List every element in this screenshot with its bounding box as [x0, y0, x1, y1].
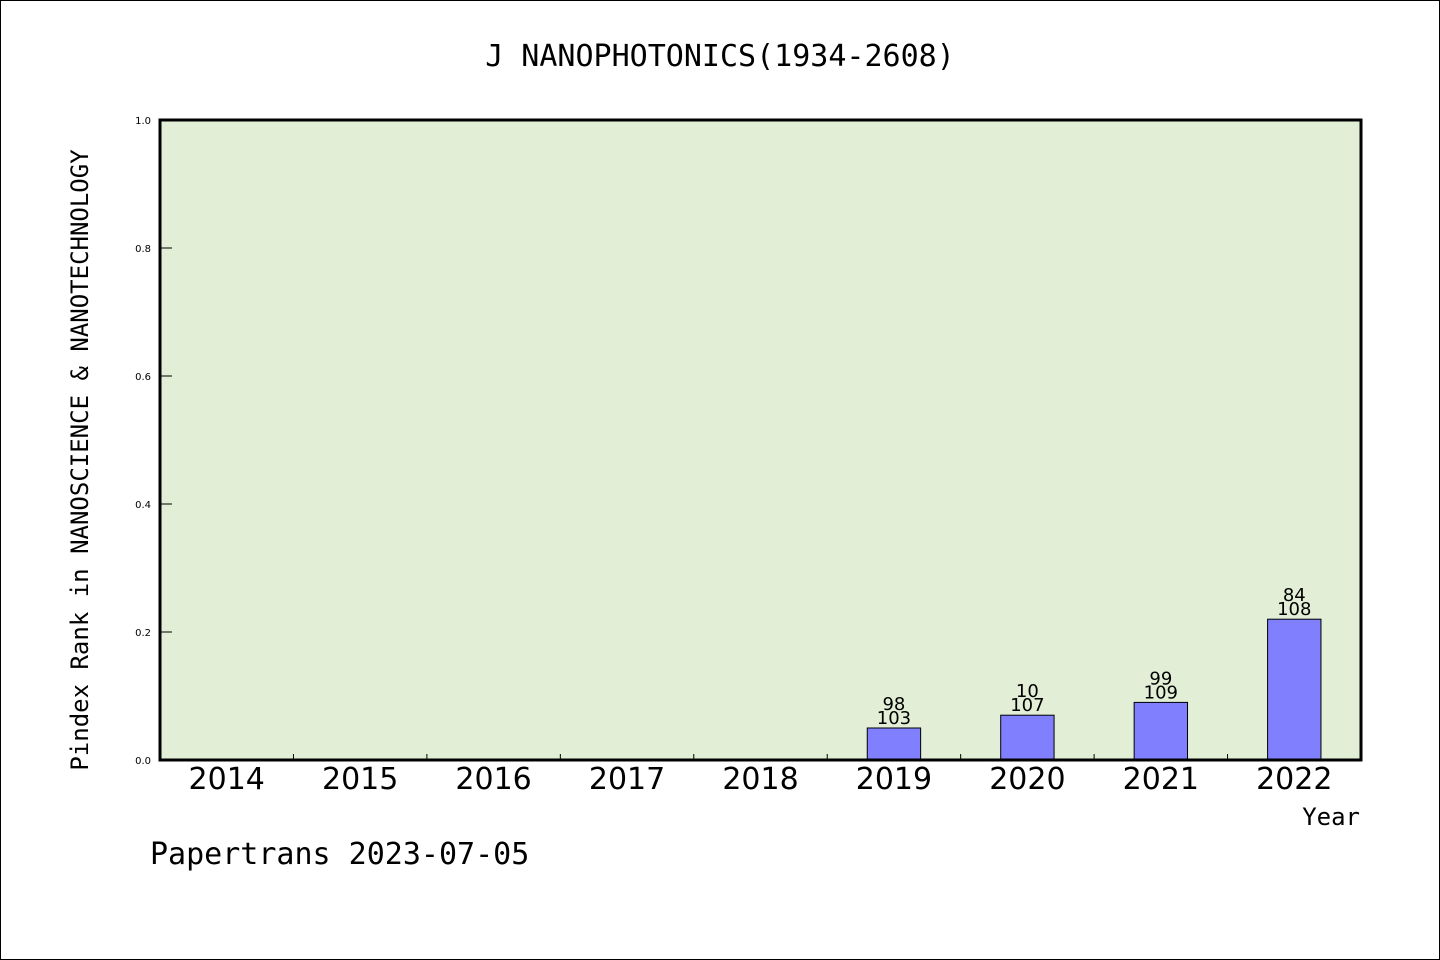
x-tick-label: 2016 [455, 762, 531, 797]
x-tick-label: 2020 [989, 762, 1065, 797]
x-tick-label: 2021 [1123, 762, 1199, 797]
bar [1267, 618, 1322, 761]
chart-title: J NANOPHOTONICS(1934-2608) [485, 39, 955, 74]
bar-rank-label: 84 [1283, 585, 1306, 606]
x-axis-ticks: 2014 2015 2016 2017 2018 2019 2020 2021 2022 [189, 754, 1332, 797]
x-tick-label: 2019 [856, 762, 932, 797]
y-tick-label: 0.0 [135, 756, 151, 767]
x-tick-label: 2017 [589, 762, 665, 797]
credit-text: Papertrans 2023-07-05 [150, 837, 529, 872]
bar-rank-label: 99 [1149, 668, 1172, 689]
bar-rank-label: 10 [1016, 681, 1039, 702]
y-tick-label: 0.8 [135, 244, 151, 255]
x-tick-label: 2014 [189, 762, 265, 797]
x-tick-label: 2018 [722, 762, 798, 797]
plot-border [158, 118, 1363, 762]
bar [1000, 714, 1055, 761]
plot-area [160, 120, 1361, 760]
x-tick-label: 2022 [1256, 762, 1332, 797]
bar [1133, 701, 1189, 761]
x-tick-label: 2015 [322, 762, 398, 797]
y-tick-label: 0.4 [135, 500, 151, 511]
x-axis-label: Year [1302, 803, 1360, 831]
bar [866, 727, 922, 761]
bar-total-label: 103 [877, 708, 911, 729]
bar-total-label: 107 [1010, 695, 1044, 716]
y-tick-label: 0.6 [135, 372, 151, 383]
y-axis-label: Pindex Rank in NANOSCIENCE & NANOTECHNOL… [66, 149, 94, 771]
y-tick-label: 0.2 [135, 628, 151, 639]
y-tick-label: 1.0 [135, 116, 151, 127]
bar-total-label: 108 [1277, 599, 1311, 620]
bar-rank-label: 98 [882, 694, 905, 715]
bar-total-label: 109 [1144, 682, 1178, 703]
